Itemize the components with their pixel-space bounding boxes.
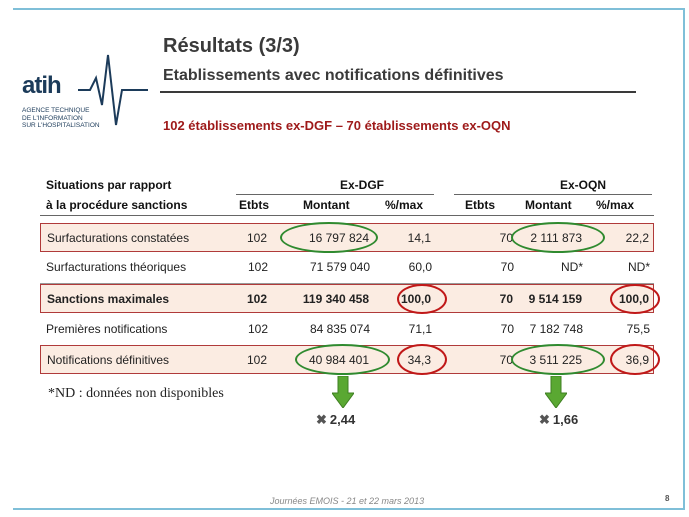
header-group-oqn: Ex-OQN: [560, 178, 607, 192]
atih-logo-pulse-icon: [78, 54, 148, 126]
cell-oqn-montant: 9 514 159: [528, 292, 582, 306]
factor-oqn: ✖ 1,66: [539, 412, 578, 428]
table-row: Premières notifications 102 84 835 074 7…: [40, 315, 654, 344]
logo-line: AGENCE TECHNIQUE: [22, 107, 90, 114]
cell-dgf-etbts: 102: [246, 231, 267, 245]
cell-dgf-pct: 14,1: [407, 231, 431, 245]
factor-oqn-value: 1,66: [552, 412, 579, 427]
footnote-nd: *ND : données non disponibles: [48, 386, 224, 401]
footer-text: Journées EMOIS - 21 et 22 mars 2013: [270, 496, 425, 506]
red-ellipse-annotation: [610, 284, 660, 314]
page-title: Résultats (3/3): [163, 35, 300, 57]
multiply-icon: ✖: [316, 412, 327, 427]
red-ellipse-annotation: [610, 344, 660, 375]
page-number: 8: [665, 494, 670, 503]
header-label-line1: Situations par rapport: [46, 178, 172, 192]
cell-oqn-etbts: 70: [499, 292, 513, 306]
cell-oqn-etbts: 70: [500, 322, 514, 336]
frame-top-border: [13, 8, 685, 10]
header-dgf-montant: Montant: [303, 198, 350, 212]
header-rule-dgf: [236, 194, 434, 195]
highlight-text: 102 établissements ex-DGF – 70 établisse…: [163, 118, 511, 133]
header-group-dgf: Ex-DGF: [340, 178, 385, 192]
cell-oqn-etbts: 70: [499, 353, 513, 367]
cell-dgf-pct: 71,1: [408, 322, 432, 336]
row-label: Notifications définitives: [47, 353, 170, 367]
header-oqn-pctmax: %/max: [596, 198, 635, 212]
cell-dgf-montant: 71 579 040: [309, 260, 370, 274]
cell-oqn-montant: 7 182 748: [529, 322, 583, 336]
multiply-icon: ✖: [539, 412, 550, 427]
frame-right-border: [683, 8, 685, 508]
row-label: Surfacturations constatées: [47, 231, 190, 245]
cell-dgf-montant: 84 835 074: [309, 322, 370, 336]
table-row: Surfacturations théoriques 102 71 579 04…: [40, 253, 654, 282]
header-rule-oqn: [454, 194, 652, 195]
cell-oqn-pct: 75,5: [626, 322, 650, 336]
cell-dgf-etbts: 102: [247, 322, 268, 336]
logo-name: atih: [22, 72, 62, 99]
green-ellipse-annotation: [280, 222, 378, 253]
cell-oqn-montant: ND*: [560, 260, 583, 274]
header-bottom-rule: [40, 215, 654, 216]
title-divider: [160, 91, 636, 93]
cell-dgf-etbts: 102: [246, 353, 267, 367]
header-dgf-pctmax: %/max: [385, 198, 424, 212]
down-arrow-icon: [332, 376, 354, 408]
cell-oqn-etbts: 70: [499, 231, 513, 245]
factor-dgf-value: 2,44: [329, 412, 356, 427]
green-ellipse-annotation: [511, 344, 605, 375]
row-label: Surfacturations théoriques: [46, 260, 187, 274]
header-label-line2: à la procédure sanctions: [46, 198, 188, 212]
header-dgf-etbts: Etbts: [239, 198, 269, 212]
cell-dgf-etbts: 102: [246, 292, 267, 306]
page-subtitle: Etablissements avec notifications défini…: [163, 67, 504, 84]
down-arrow-icon: [545, 376, 567, 408]
logo-line: DE L'INFORMATION: [22, 114, 83, 122]
cell-dgf-etbts: 102: [247, 260, 268, 274]
logo-subtitle: AGENCE TECHNIQUE DE L'INFORMATION SUR L'…: [22, 107, 142, 130]
row-label: Premières notifications: [46, 322, 168, 336]
header-oqn-etbts: Etbts: [465, 198, 495, 212]
header-oqn-montant: Montant: [525, 198, 572, 212]
green-ellipse-annotation: [511, 222, 605, 253]
row-divider: [40, 283, 654, 284]
cell-oqn-etbts: 70: [500, 260, 514, 274]
row-label: Sanctions maximales: [47, 292, 170, 306]
cell-oqn-pct: 22,2: [625, 231, 649, 245]
red-ellipse-annotation: [397, 284, 447, 314]
cell-dgf-pct: 60,0: [408, 260, 432, 274]
frame-bottom-border: [13, 508, 685, 510]
cell-dgf-montant: 119 340 458: [302, 292, 369, 306]
red-ellipse-annotation: [397, 344, 447, 375]
cell-oqn-pct: ND*: [627, 260, 650, 274]
logo-line: SUR L'HOSPITALISATION: [22, 122, 100, 129]
green-ellipse-annotation: [295, 344, 390, 375]
table-row: Sanctions maximales 102 119 340 458 100,…: [40, 284, 654, 313]
factor-dgf: ✖ 2,44: [316, 412, 355, 428]
